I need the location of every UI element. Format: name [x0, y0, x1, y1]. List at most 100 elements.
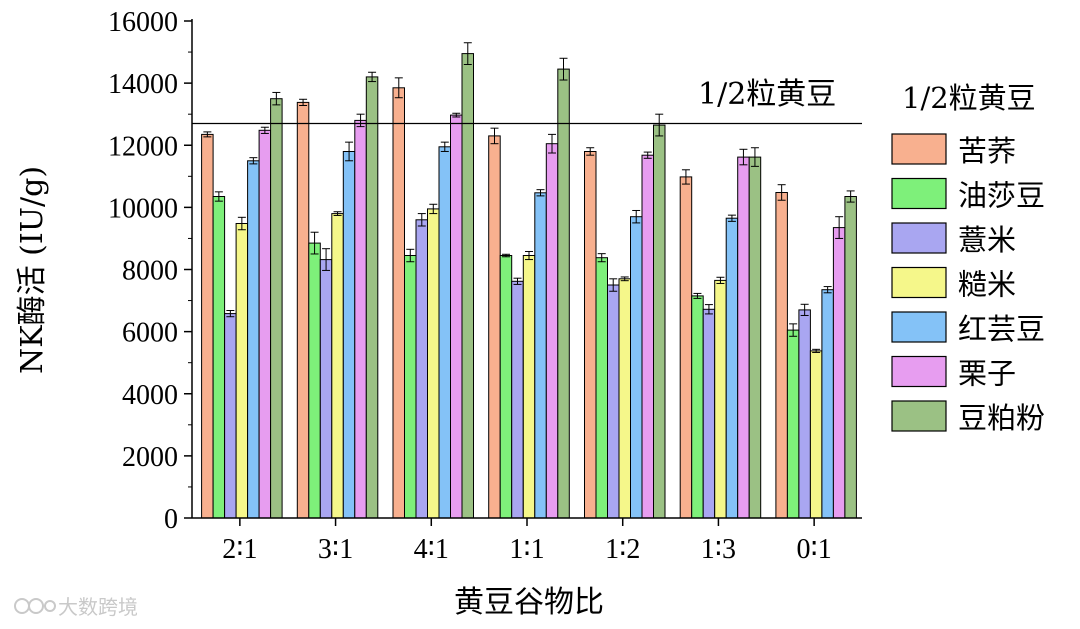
- y-tick-label: 14000: [108, 69, 178, 100]
- bar-5-7: [821, 289, 834, 519]
- legend-item-3: 薏米: [891, 222, 1016, 257]
- bars-layer: [201, 42, 857, 519]
- bar-7-2: [365, 76, 379, 519]
- bar-4-2: [331, 213, 344, 519]
- legend-label: 油莎豆: [958, 179, 1045, 213]
- x-tick-label: 0∶1: [796, 534, 831, 565]
- bar-1-4: [488, 135, 501, 519]
- error-bar-2-1: [214, 191, 223, 202]
- bar-5-1: [247, 160, 260, 519]
- reference-line-label: 1/2粒黄豆: [698, 77, 836, 112]
- y-tick-label: 4000: [122, 380, 178, 411]
- bar-4-5: [618, 278, 631, 519]
- bar-3-7: [798, 309, 811, 519]
- error-bar-7-5: [655, 113, 664, 137]
- bar-3-5: [607, 284, 620, 519]
- error-bar-6-5: [643, 151, 652, 159]
- error-bar-1-4: [490, 127, 499, 145]
- error-bar-4-3: [429, 203, 438, 215]
- x-axis-title: 黄豆谷物比: [454, 585, 604, 620]
- error-bar-5-7: [823, 286, 832, 294]
- error-bar-7-4: [559, 57, 568, 81]
- error-bar-5-4: [536, 189, 545, 197]
- legend-label: 薏米: [958, 223, 1016, 257]
- legend-label: 红芸豆: [958, 312, 1045, 346]
- error-bar-2-2: [310, 231, 319, 255]
- error-bar-2-4: [502, 253, 510, 258]
- error-bar-2-6: [693, 292, 702, 299]
- bar-7-1: [270, 98, 283, 519]
- error-bar-4-2: [333, 211, 342, 216]
- legend-title: 1/2粒黄豆: [902, 81, 1036, 115]
- reference-line-group: 1/2粒黄豆: [192, 77, 862, 125]
- legend-item-1: 苦荞: [891, 133, 1016, 168]
- error-bar-5-2: [345, 141, 354, 162]
- bar-2-5: [595, 257, 608, 519]
- error-bar-1-3: [394, 77, 403, 99]
- error-bar-3-4: [513, 277, 522, 285]
- error-bar-1-1: [203, 131, 212, 138]
- legend-label: 糙米: [958, 268, 1016, 302]
- legend-label: 豆粕粉: [958, 401, 1045, 435]
- error-bar-7-6: [750, 147, 759, 167]
- y-tick-label: 12000: [108, 131, 178, 162]
- watermark-text: 大数跨境: [58, 595, 138, 619]
- legend-swatch: [891, 177, 947, 210]
- error-bar-6-1: [260, 126, 269, 134]
- bar-4-3: [427, 208, 440, 519]
- error-bar-4-5: [620, 276, 629, 282]
- bar-2-1: [212, 196, 226, 519]
- legend-item-4: 糙米: [891, 266, 1016, 302]
- error-bar-3-1: [226, 310, 235, 318]
- bar-5-4: [534, 192, 547, 519]
- error-bar-4-4: [525, 250, 533, 261]
- bar-7-6: [748, 156, 762, 519]
- error-bar-6-7: [835, 216, 844, 239]
- x-tick-label: 1∶3: [701, 534, 736, 565]
- error-bar-5-1: [249, 157, 258, 165]
- bar-4-6: [714, 279, 727, 519]
- y-tick-label: 10000: [108, 193, 178, 224]
- bar-5-6: [725, 217, 739, 519]
- legend-swatch: [891, 311, 947, 343]
- bar-1-6: [679, 176, 693, 519]
- bar-6-7: [832, 227, 846, 519]
- legend-swatch: [891, 266, 947, 299]
- bar-1-2: [296, 101, 310, 519]
- legend-item-2: 油莎豆: [891, 177, 1045, 213]
- error-bar-1-2: [299, 98, 308, 106]
- error-bar-7-3: [463, 42, 472, 65]
- error-bar-5-5: [632, 209, 641, 224]
- error-bar-1-5: [586, 147, 595, 156]
- legend-item-6: 栗子: [891, 355, 1016, 391]
- legend-item-7: 豆粕粉: [891, 400, 1045, 435]
- error-bar-1-6: [681, 169, 690, 185]
- bar-3-6: [702, 308, 716, 519]
- error-bar-7-2: [368, 71, 377, 83]
- error-bar-2-5: [597, 253, 606, 263]
- bar-4-4: [522, 255, 536, 519]
- error-bar-3-2: [322, 248, 331, 271]
- error-bar-3-7: [800, 303, 809, 316]
- bar-6-1: [258, 129, 272, 519]
- y-tick-label: 2000: [122, 442, 178, 473]
- error-bar-1-7: [777, 184, 786, 201]
- bar-6-3: [450, 114, 463, 519]
- bar-2-6: [691, 295, 704, 519]
- legend-swatch: [891, 222, 947, 254]
- bar-7-4: [557, 68, 570, 519]
- bar-7-5: [653, 124, 666, 519]
- bar-3-4: [511, 280, 524, 519]
- bar-7-7: [844, 196, 857, 519]
- error-bar-6-4: [548, 133, 556, 154]
- error-bar-4-7: [812, 348, 821, 353]
- bar-4-7: [809, 350, 823, 519]
- error-bar-3-5: [609, 278, 618, 292]
- bar-6-2: [354, 119, 367, 519]
- legend-swatch: [891, 133, 947, 165]
- bar-6-6: [737, 156, 750, 519]
- bar-4-1: [235, 223, 249, 519]
- legend-swatch: [891, 400, 947, 432]
